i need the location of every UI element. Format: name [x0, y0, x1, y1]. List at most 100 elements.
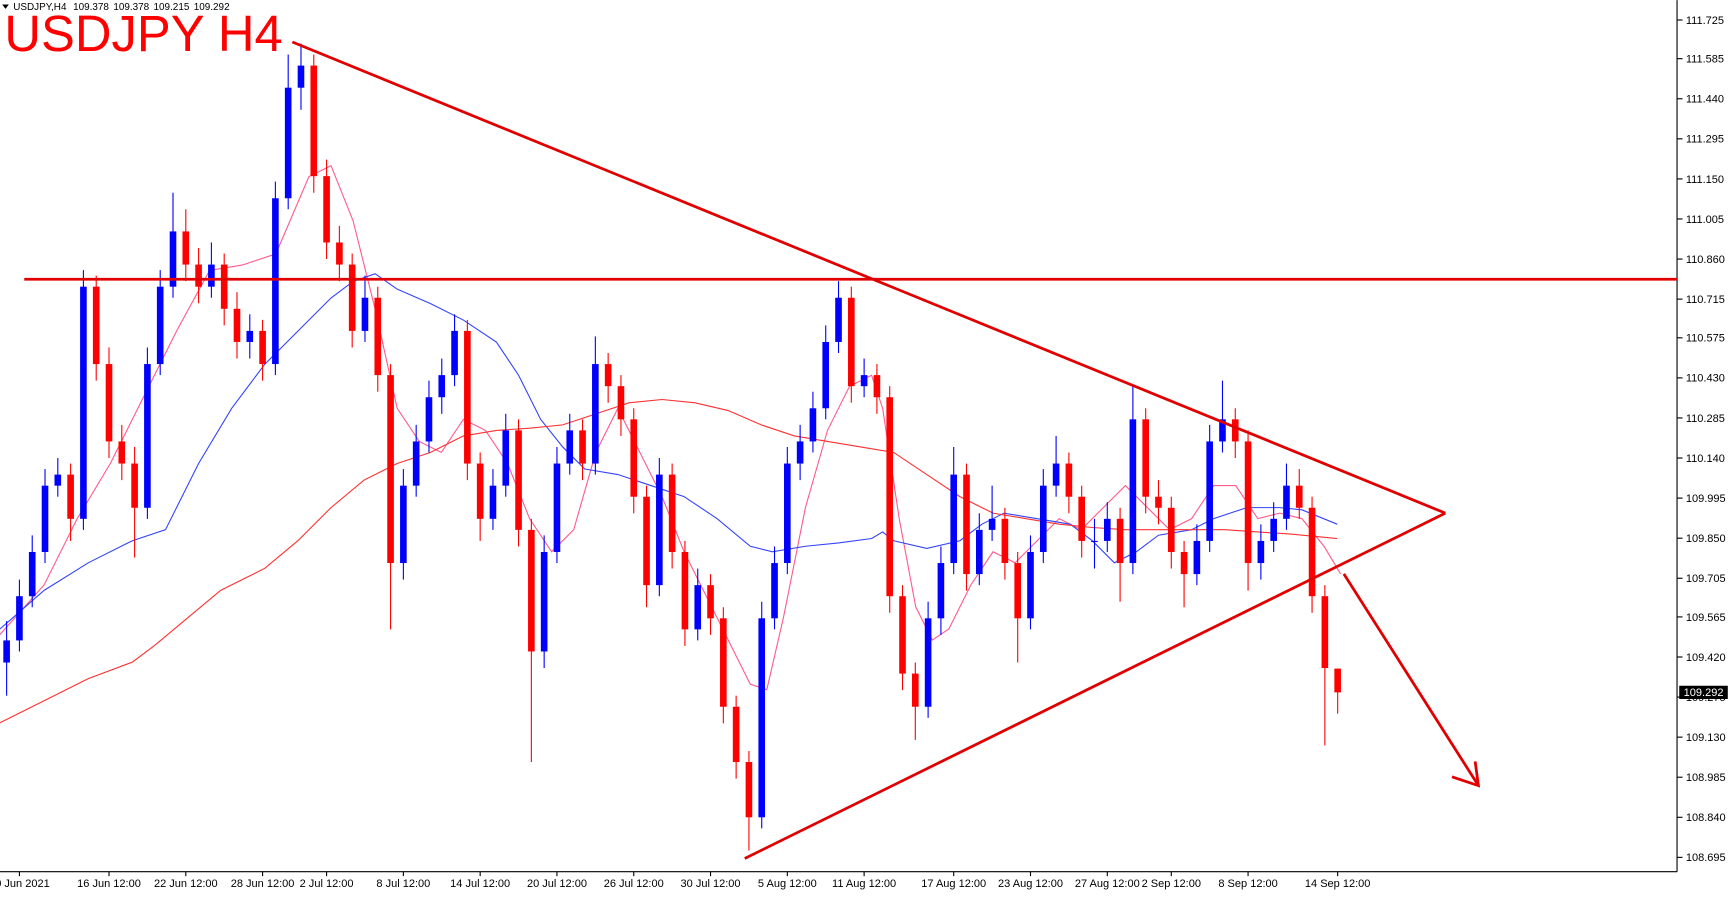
y-tick-label: 110.575 [1686, 333, 1725, 345]
candle-body [732, 706, 740, 763]
candle-body [1039, 485, 1047, 552]
open-value: 109.378 [73, 2, 109, 13]
candle-body [617, 386, 625, 420]
candle-body [131, 463, 138, 508]
candle-body [476, 463, 484, 519]
candle-body [310, 65, 318, 177]
candle-body [259, 330, 266, 365]
candle-body [246, 330, 254, 342]
candle-body [1308, 507, 1316, 597]
header: USDJPY,H4 109.378 109.378 109.215 109.292 [13, 2, 230, 13]
arrow-head [1451, 761, 1481, 788]
candle-body [1027, 551, 1034, 619]
candle-body [1116, 518, 1124, 564]
candle-body [1219, 419, 1226, 442]
x-tick-label: 22 Jun 12:00 [154, 878, 218, 890]
candle-body [1014, 563, 1022, 619]
high-value: 109.378 [113, 2, 149, 13]
x-tick-label: 23 Aug 12:00 [998, 878, 1063, 890]
y-tick-label: 108.695 [1686, 852, 1726, 864]
candle-body [169, 231, 177, 287]
candle-body [1155, 496, 1162, 508]
candle-body [566, 430, 574, 464]
chart-title: USDJPY H4 [4, 5, 282, 62]
candle-body [297, 65, 305, 88]
x-tick-label: 28 Jun 12:00 [231, 878, 295, 890]
candle-body [105, 364, 113, 442]
candle-body [656, 474, 663, 586]
candle-body [758, 618, 766, 818]
x-tick-label: 11 Aug 12:00 [832, 878, 896, 890]
y-tick-label: 111.295 [1686, 134, 1724, 146]
candle-body [515, 430, 522, 530]
candle-body [348, 264, 356, 331]
x-tick-label: 30 Jul 12:00 [681, 878, 741, 890]
y-tick-label: 111.005 [1686, 214, 1724, 226]
y-tick-label: 108.840 [1686, 812, 1726, 824]
x-tick-label: 2 Sep 12:00 [1142, 878, 1201, 890]
x-tick-label: 14 Sep 12:00 [1305, 878, 1371, 890]
candle-body [912, 673, 919, 707]
candle-body [528, 529, 535, 652]
x-tick-label: 10 Jun 2021 [0, 878, 50, 890]
x-tick-label: 14 Jul 12:00 [450, 878, 510, 890]
descending-trendline [291, 40, 1446, 515]
candle-body [208, 264, 215, 287]
candle-body [374, 297, 382, 376]
candle-body [1257, 540, 1265, 564]
candle-body [284, 87, 292, 199]
candle-body [1180, 551, 1188, 575]
candle-body [502, 430, 510, 486]
drawings [24, 40, 1678, 860]
candle-body [3, 640, 10, 663]
y-tick-label: 108.985 [1686, 772, 1726, 784]
candle-body [886, 397, 894, 597]
candle-body [1129, 419, 1137, 564]
x-tick-label: 20 Jul 12:00 [527, 878, 587, 890]
candle-body [822, 341, 830, 409]
arrow-shaft [1342, 573, 1480, 787]
y-tick-label: 111.585 [1686, 54, 1724, 66]
y-tick-label: 111.440 [1686, 94, 1724, 106]
candle-body [1052, 463, 1060, 486]
candle-body [899, 596, 906, 674]
close-value: 109.292 [194, 2, 230, 13]
candle-body [579, 430, 586, 464]
candle-body [963, 474, 970, 575]
candle-body [553, 463, 561, 552]
candle-body [835, 297, 842, 342]
y-tick-label: 109.850 [1686, 533, 1726, 545]
candle-body [412, 441, 420, 486]
candle-body [540, 551, 548, 652]
candle-body [92, 286, 100, 365]
candle-body [323, 176, 330, 243]
x-tick-label: 8 Sep 12:00 [1218, 878, 1277, 890]
x-tick-label: 16 Jun 12:00 [77, 878, 141, 890]
candle-body [272, 198, 279, 365]
candle-body [860, 375, 868, 387]
price-marker [1679, 685, 1728, 699]
candle-body [387, 375, 394, 564]
candle-body [1091, 540, 1098, 543]
candle-body [1206, 441, 1213, 541]
candle-body [707, 585, 714, 619]
candle-body [937, 563, 945, 619]
candle-body [1167, 507, 1175, 552]
candle-body [195, 264, 202, 287]
candle-body [451, 330, 458, 376]
candle-body [464, 330, 471, 464]
symbol: USDJPY,H4 [13, 2, 67, 13]
low-value: 109.215 [154, 2, 190, 13]
candle-body [144, 364, 151, 508]
candle-body [873, 375, 881, 398]
candle-body [1001, 518, 1009, 564]
candle-body [1078, 496, 1086, 541]
y-tick-label: 110.430 [1686, 373, 1725, 385]
candle-body [67, 474, 74, 519]
y-tick-label: 109.705 [1686, 573, 1726, 585]
candle-body [16, 596, 23, 641]
y-tick-label: 109.130 [1686, 732, 1726, 744]
candle-body [118, 441, 126, 464]
